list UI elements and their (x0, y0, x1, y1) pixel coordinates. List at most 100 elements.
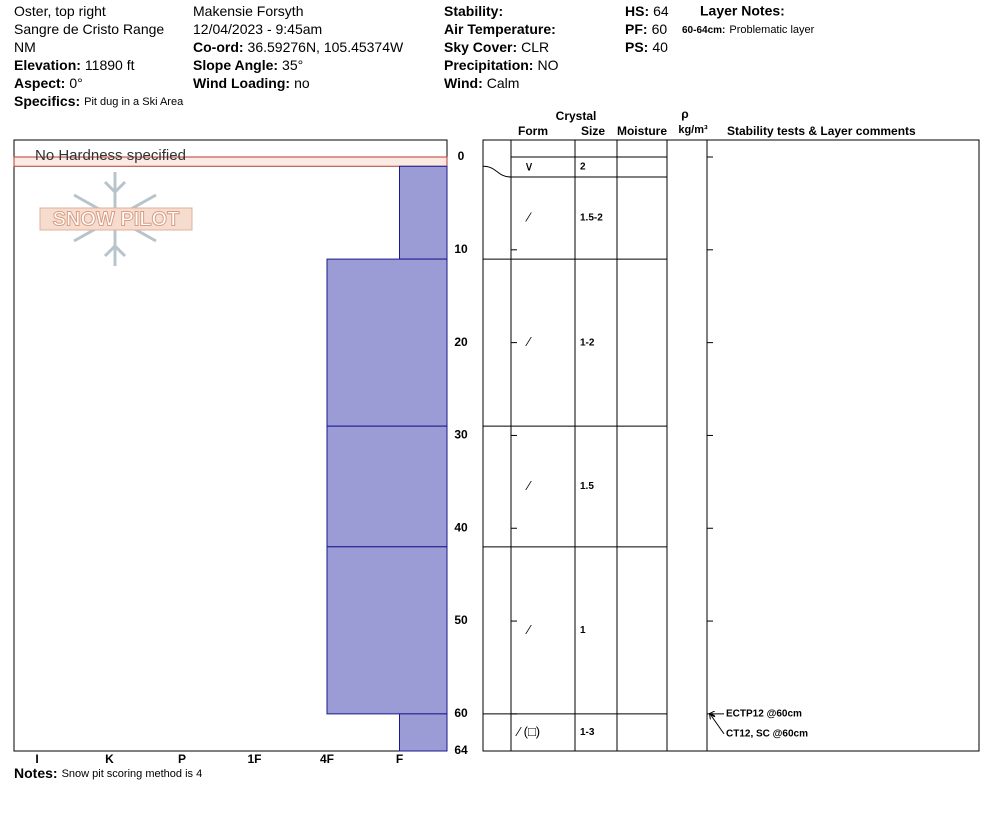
header-field: PF: 60 (625, 21, 667, 37)
crystal-form: ⁄ (525, 478, 532, 493)
stability-test: CT12, SC @60cm (726, 729, 808, 740)
header-field-label: Aspect: (14, 75, 65, 91)
hardness-label: I (35, 752, 38, 766)
layer-note-label: 60-64cm: (682, 25, 725, 36)
density-unit: kg/m³ (678, 124, 708, 136)
header-field: Wind: Calm (444, 75, 519, 91)
header-field: HS: 64 (625, 3, 669, 19)
logo-band (39, 207, 193, 231)
notes: Notes: Snow pit scoring method is 4 (14, 765, 202, 781)
unspecified-layer (13, 156, 448, 167)
crystal-form: ⁄ (525, 334, 532, 349)
header-field-label: Slope Angle: (193, 57, 278, 73)
depth-tick-label: 40 (454, 520, 468, 534)
header-field: NM (14, 39, 36, 55)
hardness-label: 1F (247, 752, 261, 766)
depth-tick-label: 64 (454, 743, 468, 757)
hardness-label: 4F (320, 752, 334, 766)
crystal-size: 1-3 (580, 727, 595, 738)
layer-note: 60-64cm: Problematic layer (682, 24, 815, 36)
crystal-size: 1.5 (580, 481, 594, 492)
depth-tick-label: 30 (454, 428, 468, 442)
depth-tick-label: 50 (454, 613, 468, 627)
column-rules (510, 140, 708, 751)
header-field-value: Oster, top right (14, 3, 106, 19)
depth-tick-label: 60 (454, 706, 468, 720)
header-field-value: Calm (487, 75, 520, 91)
header-field-value: 60 (652, 21, 668, 37)
hardness-label: F (396, 752, 403, 766)
header-field: Co-ord: 36.59276N, 105.45374W (193, 39, 404, 55)
header-field-value: no (294, 75, 310, 91)
header-field-value: CLR (521, 39, 549, 55)
comments-header: Stability tests & Layer comments (727, 124, 916, 138)
crystal-form: ∨ (524, 158, 534, 173)
header-field-value: 64 (653, 3, 669, 19)
hardness-label: P (178, 752, 186, 766)
notes-label: Notes: (14, 765, 58, 781)
moisture-header: Moisture (617, 124, 667, 138)
depth-tick-label: 0 (458, 149, 465, 163)
watermark: SNOW PILOT (53, 208, 180, 230)
crystal-size: 1 (580, 625, 586, 636)
layer-notes-title: Layer Notes: (700, 3, 785, 19)
header-field-label: Precipitation: (444, 57, 533, 73)
hardness-note: No Hardness specified (35, 147, 186, 164)
layer-note-value: Problematic layer (729, 24, 814, 36)
header-field: Slope Angle: 35° (193, 57, 303, 73)
hardness-bar (399, 165, 448, 260)
test-arrow (710, 714, 725, 735)
header-field-label: Wind: (444, 75, 483, 91)
header-field-label: Co-ord: (193, 39, 244, 55)
crystal-size: 2 (580, 162, 586, 173)
form-header: Form (518, 124, 548, 138)
header-field: Stability: (444, 3, 503, 19)
crystal-header: Crystal (556, 109, 597, 123)
density-symbol: ρ (681, 107, 688, 121)
header-field-label: Sky Cover: (444, 39, 517, 55)
header-field-value: NM (14, 39, 36, 55)
header-field-value: Makensie Forsyth (193, 3, 303, 19)
header-field-label: PS: (625, 39, 648, 55)
header-field-label: PF: (625, 21, 648, 37)
header-field: Wind Loading: no (193, 75, 310, 91)
header-field-value: 40 (652, 39, 668, 55)
header-field: Elevation: 11890 ft (14, 57, 135, 73)
header-field-value: 35° (282, 57, 303, 73)
crystal-form: ⁄ (□) (515, 724, 540, 739)
size-header: Size (581, 124, 605, 138)
layer-frame (482, 139, 980, 752)
header-field-label: Wind Loading: (193, 75, 290, 91)
header-field: Sky Cover: CLR (444, 39, 549, 55)
header-field: Makensie Forsyth (193, 3, 303, 19)
hardness-bar (399, 713, 448, 752)
header-field: Oster, top right (14, 3, 106, 19)
header-field: Air Temperature: (444, 21, 556, 37)
depth-tick-label: 10 (454, 242, 468, 256)
header-field-label: Stability: (444, 3, 503, 19)
notes-value: Snow pit scoring method is 4 (62, 768, 203, 780)
header-field: Sangre de Cristo Range (14, 21, 164, 37)
header-field-label: Air Temperature: (444, 21, 556, 37)
crystal-size: 1.5-2 (580, 213, 603, 224)
header-field-value: 12/04/2023 - 9:45am (193, 21, 322, 37)
header-field: Precipitation: NO (444, 57, 559, 73)
header-field-value: 36.59276N, 105.45374W (248, 39, 404, 55)
hardness-label: K (105, 752, 114, 766)
hardness-bar (326, 258, 448, 427)
header-field: PS: 40 (625, 39, 668, 55)
hardness-bar (326, 425, 448, 548)
header-field-value: Sangre de Cristo Range (14, 21, 164, 37)
depth-tick-label: 20 (454, 335, 468, 349)
stability-test: ECTP12 @60cm (726, 709, 802, 720)
header-field: Aspect: 0° (14, 75, 83, 91)
specifics-value: Pit dug in a Ski Area (84, 96, 184, 108)
header-field-value: 0° (69, 75, 82, 91)
hardness-bar (326, 546, 448, 715)
specifics: Specifics: Pit dug in a Ski Area (14, 93, 184, 109)
layer-connector (482, 165, 512, 178)
crystal-form: ⁄ (525, 622, 532, 637)
specifics-label: Specifics: (14, 93, 80, 109)
